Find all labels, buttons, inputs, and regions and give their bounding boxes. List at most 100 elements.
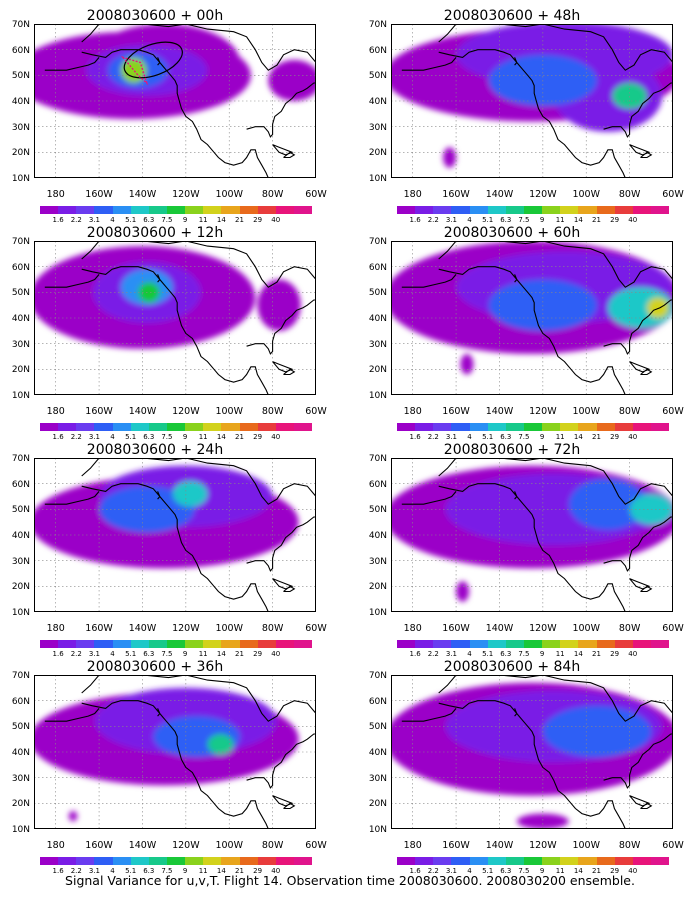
lat-tick-label: 40N (11, 748, 30, 758)
colorbar-swatch (578, 423, 597, 431)
colorbar-swatch (596, 423, 615, 431)
colorbar-label: 11 (555, 433, 565, 441)
colorbar-swatch (94, 640, 113, 648)
colorbar-label: 14 (216, 650, 226, 658)
map-panel: 2008030600 + 36h 70N 60N 50N 40N 30N 20N 10N 180… (0, 659, 330, 877)
colorbar-swatch (397, 206, 416, 214)
colorbar-label: 6.3 (143, 216, 155, 224)
colorbar-label: 9 (539, 867, 545, 875)
colorbar-label: 5.1 (125, 867, 137, 875)
colorbar-swatch (239, 423, 258, 431)
colorbar-label: 2.2 (427, 433, 439, 441)
colorbar-label: 40 (271, 216, 281, 224)
lat-tick-label: 50N (11, 505, 30, 516)
lat-tick-label: 20N (11, 799, 30, 810)
lon-tick-label: 160W (442, 189, 470, 200)
colorbar-label: 21 (234, 216, 244, 224)
colorbar-swatch (523, 423, 543, 431)
colorbar-swatch (239, 206, 258, 214)
lon-tick-label: 80W (261, 189, 284, 200)
colorbar-label: 14 (216, 433, 226, 441)
colorbar-swatch (415, 857, 434, 865)
colorbar-swatch (130, 206, 149, 214)
colorbar-swatch (203, 206, 222, 214)
panel-title: 2008030600 + 24h (86, 442, 224, 458)
colorbar-swatch (185, 206, 204, 214)
variance-region (542, 705, 652, 758)
colorbar-swatch (257, 206, 276, 214)
colorbar-label: 29 (253, 867, 263, 875)
lon-tick-label: 80W (618, 840, 641, 851)
colorbar-label: 1.6 (52, 650, 64, 658)
colorbar-label: 1.6 (409, 216, 421, 224)
colorbar-swatch (275, 206, 294, 214)
colorbar-label: 4 (110, 867, 115, 875)
variance-region (443, 147, 457, 168)
colorbar-label: 11 (555, 867, 565, 875)
colorbar-swatch (596, 640, 615, 648)
colorbar (40, 857, 313, 865)
colorbar-swatch (58, 206, 77, 214)
colorbar-label: 9 (182, 216, 188, 224)
colorbar-label: 7.5 (518, 433, 530, 441)
colorbar-swatch (293, 640, 313, 648)
colorbar-swatch (523, 206, 543, 214)
colorbar-swatch (578, 857, 597, 865)
colorbar-label: 40 (271, 650, 281, 658)
colorbar-label: 2.2 (70, 216, 82, 224)
colorbar-swatch (239, 640, 258, 648)
colorbar-swatch (221, 857, 240, 865)
colorbar-swatch (451, 857, 470, 865)
colorbar-swatch (58, 857, 77, 865)
colorbar-label: 29 (253, 650, 263, 658)
lat-tick-label: 30N (368, 773, 387, 784)
colorbar-swatch (257, 640, 276, 648)
lat-tick-label: 20N (11, 582, 30, 593)
colorbar-swatch (58, 423, 77, 431)
lon-tick-label: 160W (85, 406, 113, 417)
lat-tick-label: 60N (11, 696, 30, 707)
colorbar-swatch (148, 206, 167, 214)
colorbar-label: 40 (628, 433, 638, 441)
colorbar-label: 29 (610, 867, 620, 875)
panel-title: 2008030600 + 00h (86, 8, 224, 24)
lon-tick-label: 160W (85, 840, 113, 851)
colorbar-label: 4 (467, 216, 472, 224)
map-frame (391, 675, 673, 829)
lat-tick-label: 70N (11, 20, 30, 30)
map-frame (34, 675, 316, 829)
colorbar-label: 14 (573, 650, 583, 658)
lat-tick-label: 20N (368, 148, 387, 159)
colorbar-swatch (614, 857, 633, 865)
lat-tick-label: 40N (11, 314, 30, 324)
colorbar-label: 2.2 (70, 867, 82, 875)
lon-tick-label: 160W (85, 189, 113, 200)
colorbar-swatch (40, 640, 59, 648)
colorbar-swatch (185, 857, 204, 865)
colorbar-label: 29 (253, 216, 263, 224)
colorbar (40, 640, 313, 648)
colorbar-label: 21 (234, 433, 244, 441)
colorbar-label: 7.5 (161, 867, 173, 875)
lat-tick-label: 70N (11, 454, 30, 464)
colorbar-swatch (275, 423, 294, 431)
colorbar-swatch (596, 857, 615, 865)
lat-tick-label: 30N (368, 556, 387, 567)
colorbar-swatch (185, 640, 204, 648)
colorbar-swatch (560, 857, 579, 865)
colorbar-swatch (203, 640, 222, 648)
lon-tick-label: 180 (46, 189, 65, 200)
colorbar-swatch (221, 423, 240, 431)
variance-region (172, 481, 208, 507)
colorbar-label: 11 (555, 216, 565, 224)
colorbar-swatch (397, 857, 416, 865)
colorbar (40, 423, 313, 431)
colorbar-label: 6.3 (500, 216, 512, 224)
map-frame (34, 24, 316, 178)
colorbar-label: 4 (467, 650, 472, 658)
colorbar-label: 1.6 (52, 216, 64, 224)
colorbar-swatch (614, 206, 633, 214)
colorbar-swatch (614, 640, 633, 648)
colorbar-swatch (397, 640, 416, 648)
colorbar-label: 11 (198, 867, 208, 875)
